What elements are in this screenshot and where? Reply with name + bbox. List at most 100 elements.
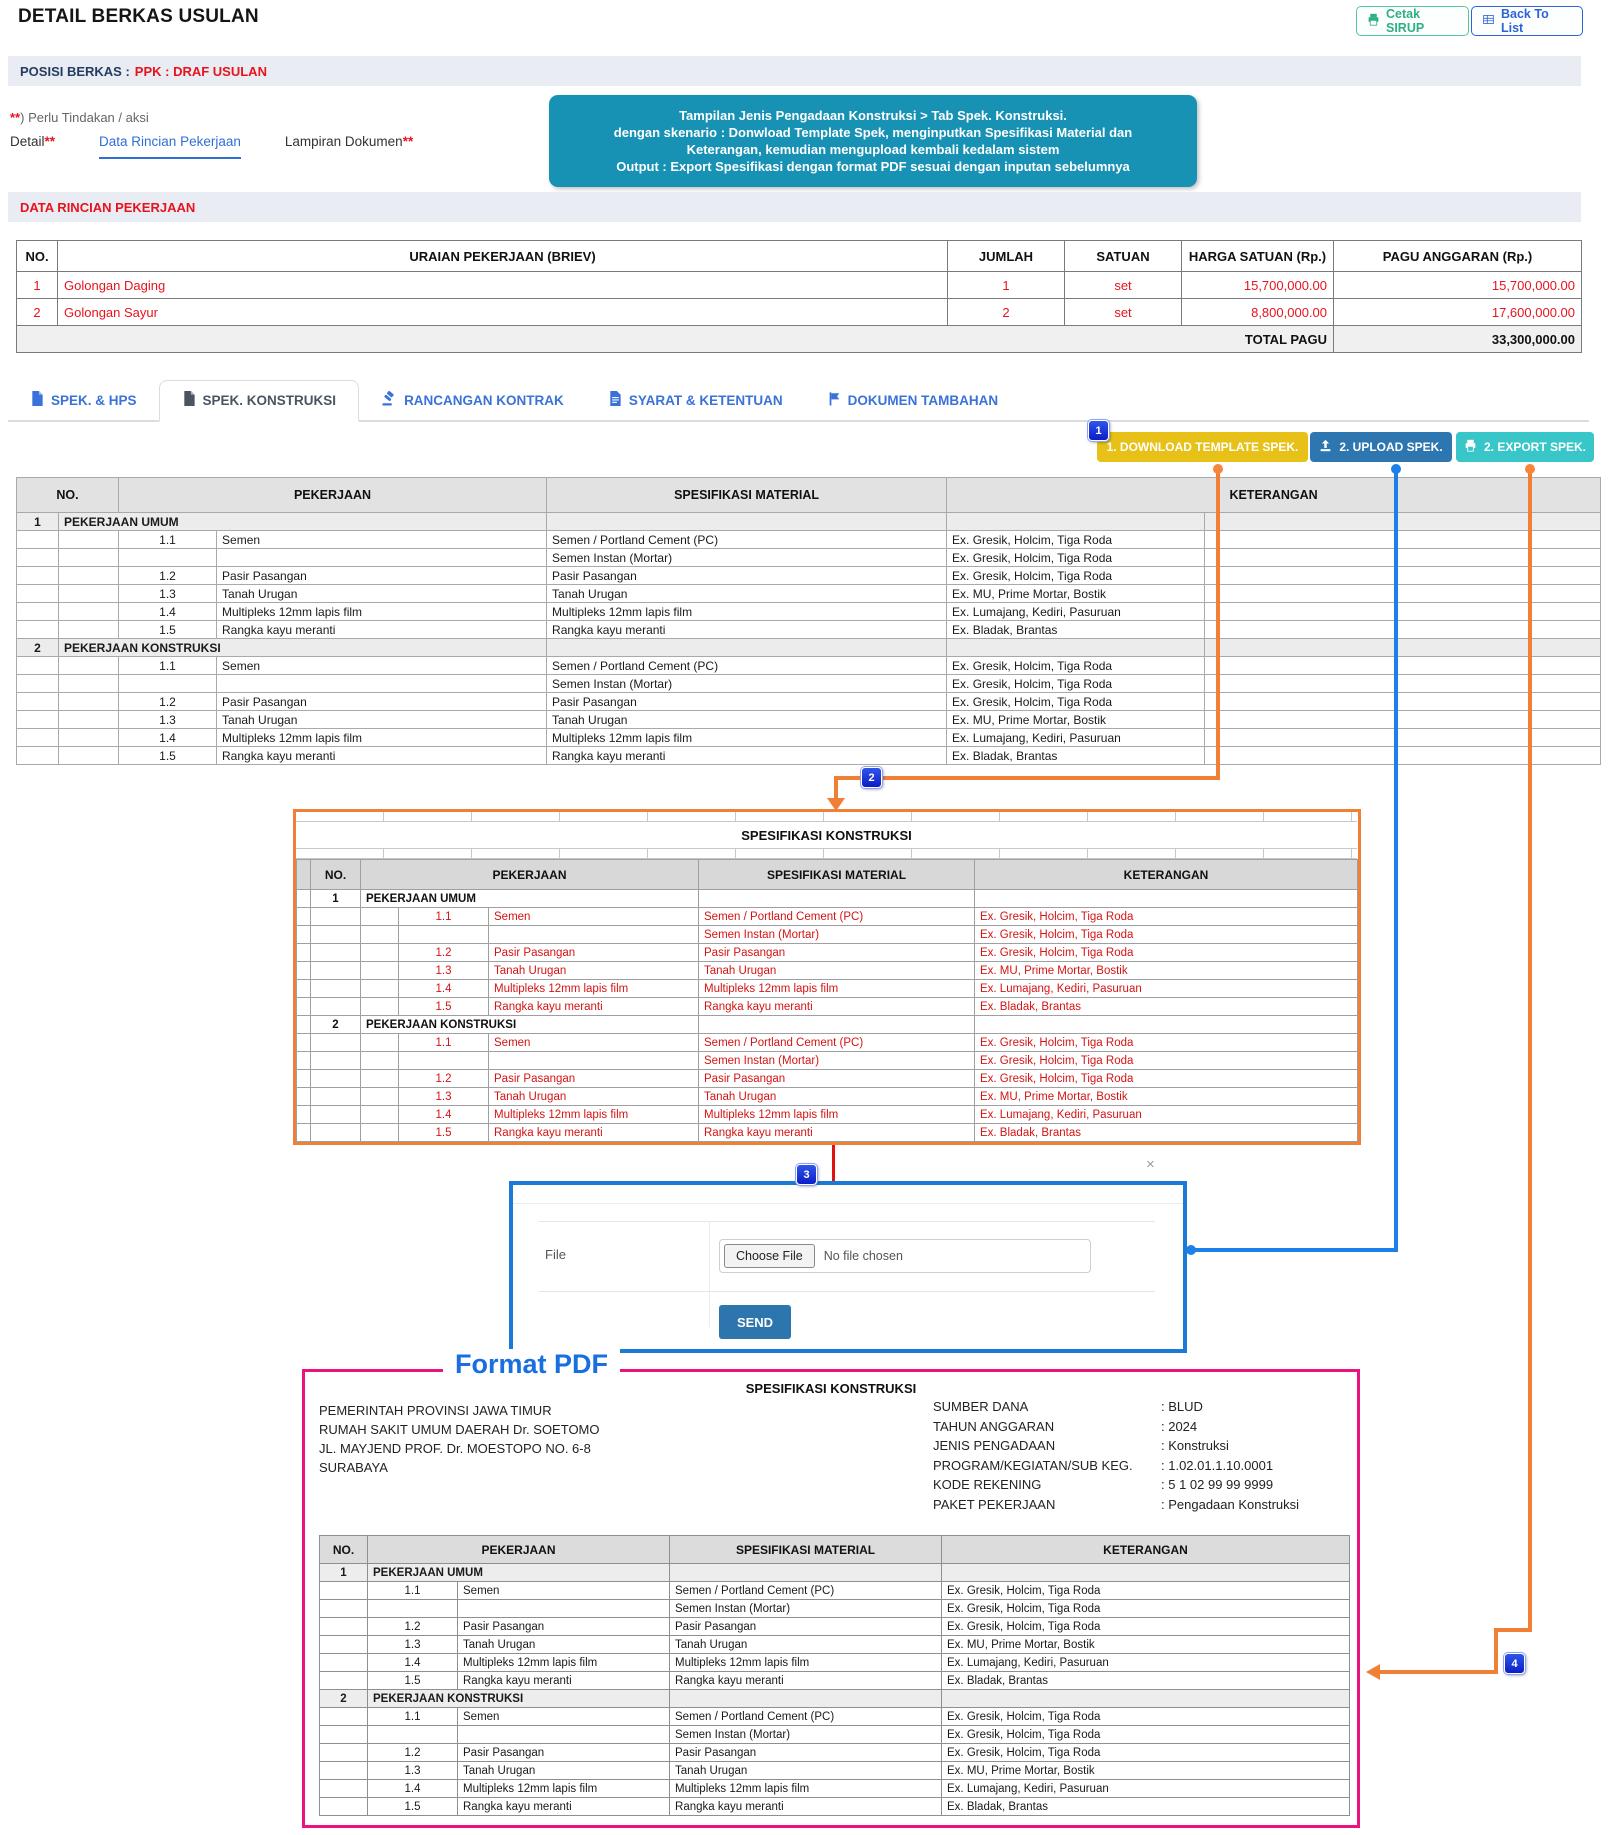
- spec-item-row: 1.5 Rangka kayu meranti Rangka kayu merant…: [16, 746, 1602, 765]
- data-rincian-pekerjaan-bar: DATA RINCIAN PEKERJAAN: [8, 192, 1581, 222]
- spec-tabbar: SPEK. & HPS SPEK. KONSTRUKSI RANCANGAN K…: [8, 380, 1589, 422]
- callout-line: Output : Export Spesifikasi dengan forma…: [616, 159, 1130, 174]
- pdf-header-row: NO. PEKERJAAN SPESIFIKASI MATERIAL KETER…: [319, 1535, 1351, 1564]
- total-pagu-label: TOTAL PAGU: [16, 325, 1334, 353]
- pdf-info-value: : 1.02.01.1.10.0001: [1161, 1457, 1274, 1473]
- tab-rancangan-kontrak[interactable]: RANCANGAN KONTRAK: [359, 381, 586, 420]
- total-pagu-value: 33,300,000.00: [1333, 325, 1582, 353]
- document-icon: [182, 391, 196, 409]
- spec-item-row: 1.2 Pasir Pasangan Pasir Pasangan Ex. Gresi…: [16, 566, 1602, 585]
- connector-dot-modal: [1186, 1245, 1196, 1255]
- choose-file-button[interactable]: Choose File: [724, 1244, 815, 1268]
- flag-icon: [827, 391, 841, 409]
- callout-line: Keterangan, kemudian mengupload kembali …: [686, 142, 1060, 157]
- tab-detail[interactable]: Detail**: [10, 134, 56, 149]
- spec-item-row: Semen Instan (Mortar) Ex. Gresik, Holcim,…: [16, 674, 1602, 693]
- spec-item-row: 1.5 Rangka kayu meranti Rangka kayu merant…: [296, 1123, 1358, 1142]
- tab-dokumen-tambahan[interactable]: DOKUMEN TAMBAHAN: [805, 381, 1020, 420]
- modal-divider: [513, 1203, 1183, 1204]
- pdf-info-row: PAKET PEKERJAAN: Pengadaan Konstruksi: [933, 1495, 1299, 1515]
- pdf-title: SPESIFIKASI KONSTRUKSI: [745, 1381, 917, 1396]
- export-spek-button[interactable]: 2. EXPORT SPEK.: [1456, 432, 1594, 462]
- pdf-address-block: PEMERINTAH PROVINSI JAWA TIMUR RUMAH SAKI…: [319, 1401, 600, 1477]
- connector-dot-download: [1213, 464, 1223, 474]
- download-template-spek-button[interactable]: 1. DOWNLOAD TEMPLATE SPEK.: [1097, 432, 1308, 462]
- excel-spec-table: NO. PEKERJAAN SPESIFIKASI MATERIAL KETER…: [296, 859, 1358, 1142]
- spec-section-row: 1 PEKERJAAN UMUM: [296, 889, 1358, 908]
- tab-spek-hps[interactable]: SPEK. & HPS: [8, 381, 159, 420]
- spec-item-row: 1.1 Semen Semen / Portland Cement (PC) Ex. …: [296, 907, 1358, 926]
- connector-line: [832, 1142, 835, 1194]
- spec-item-row: 1.1 Semen Semen / Portland Cement (PC) Ex. …: [319, 1581, 1351, 1600]
- pdf-address-line: PEMERINTAH PROVINSI JAWA TIMUR: [319, 1403, 552, 1418]
- spec-header-row: NO. PEKERJAAN SPESIFIKASI MATERIAL KETER…: [15, 477, 1602, 513]
- tab-spek-konstruksi[interactable]: SPEK. KONSTRUKSI: [158, 380, 360, 422]
- modal-row-border: [539, 1291, 1155, 1292]
- file-input[interactable]: Choose File No file chosen: [719, 1239, 1091, 1273]
- pdf-info-value: : Pengadaan Konstruksi: [1161, 1496, 1300, 1512]
- pdf-info-value: : 2024: [1161, 1418, 1198, 1434]
- spec-item-row: Semen Instan (Mortar) Ex. Gresik, Holcim,…: [319, 1599, 1351, 1618]
- callout-line: Tampilan Jenis Pengadaan Konstruksi > Ta…: [679, 108, 1067, 123]
- pdf-preview: SPESIFIKASI KONSTRUKSI PEMERINTAH PROVIN…: [302, 1369, 1360, 1828]
- connector-line: [1380, 1670, 1498, 1674]
- file-field-label: File: [545, 1247, 566, 1262]
- document-icon: [30, 391, 44, 409]
- pdf-info-row: JENIS PENGADAAN: Konstruksi: [933, 1436, 1299, 1456]
- spec-item-row: 1.1 Semen Semen / Portland Cement (PC) Ex. …: [16, 530, 1602, 549]
- pdf-info-row: KODE REKENING: 5 1 02 99 99 9999: [933, 1475, 1299, 1495]
- spec-item-row: 1.4 Multipleks 12mm lapis film Multipleks …: [319, 1779, 1351, 1798]
- pdf-spec-table: NO. PEKERJAAN SPESIFIKASI MATERIAL KETER…: [319, 1535, 1351, 1816]
- excel-header-row: NO. PEKERJAAN SPESIFIKASI MATERIAL KETER…: [296, 859, 1358, 890]
- connector-line: [834, 776, 838, 800]
- modal-row-border: [539, 1221, 1155, 1222]
- rincian-table: NO. URAIAN PEKERJAAN (BRIEV) JUMLAH SATU…: [16, 240, 1582, 353]
- spec-item-row: Semen Instan (Mortar) Ex. Gresik, Holcim,…: [296, 1051, 1358, 1070]
- pdf-info-label: SUMBER DANA: [933, 1399, 1029, 1414]
- format-pdf-label: Format PDF: [443, 1349, 621, 1380]
- cetak-sirup-button[interactable]: Cetak SIRUP: [1356, 6, 1469, 36]
- upload-spek-button[interactable]: 2. UPLOAD SPEK.: [1310, 432, 1452, 462]
- send-button[interactable]: SEND: [719, 1305, 791, 1339]
- connector-line: [834, 776, 1220, 780]
- pdf-info-row: TAHUN ANGGARAN : 2024: [933, 1417, 1299, 1437]
- pdf-info-label: KODE REKENING: [933, 1477, 1042, 1492]
- excel-title: SPESIFIKASI KONSTRUKSI: [741, 827, 912, 843]
- rincian-row: 2 Golongan Sayur 2 set 8,800,000.00 17,600,00…: [16, 298, 1582, 326]
- spec-item-row: 1.3 Tanah Urugan Tanah Urugan Ex. MU, Prime…: [16, 584, 1602, 603]
- modal-column-separator: [709, 1221, 710, 1327]
- tab-lampiran-dokumen[interactable]: Lampiran Dokumen**: [284, 134, 414, 149]
- page-title: DETAIL BERKAS USULAN: [18, 6, 259, 27]
- detail-tabs: Detail** Data Rincian Pekerjaan Lampiran…: [10, 134, 413, 159]
- close-icon[interactable]: ×: [1146, 1156, 1155, 1173]
- tab-syarat-ketentuan[interactable]: SYARAT & KETENTUAN: [586, 381, 805, 420]
- connector-dot-export: [1525, 464, 1535, 474]
- spec-item-row: 1.5 Rangka kayu meranti Rangka kayu merant…: [16, 620, 1602, 639]
- spec-section-row: 2 PEKERJAAN KONSTRUKSI: [16, 638, 1602, 657]
- spec-section-row: 2 PEKERJAAN KONSTRUKSI: [296, 1015, 1358, 1034]
- spec-section-row: 1 PEKERJAAN UMUM: [319, 1563, 1351, 1582]
- spec-section-row: 1 PEKERJAAN UMUM: [16, 512, 1602, 531]
- rincian-header-row: NO. URAIAN PEKERJAAN (BRIEV) JUMLAH SATU…: [16, 240, 1582, 272]
- file-status-text: No file chosen: [823, 1249, 903, 1263]
- spec-item-row: 1.3 Tanah Urugan Tanah Urugan Ex. MU, Prime…: [319, 1635, 1351, 1654]
- spec-item-row: 1.2 Pasir Pasangan Pasir Pasangan Ex. Gresi…: [296, 943, 1358, 962]
- connector-arrow-down: [827, 798, 845, 811]
- step-1-badge: 1: [1088, 420, 1109, 441]
- print-icon: [1464, 439, 1477, 455]
- back-to-list-button[interactable]: Back To List: [1471, 6, 1583, 36]
- spec-item-row: 1.5 Rangka kayu meranti Rangka kayu merant…: [296, 997, 1358, 1016]
- connector-dot-upload: [1391, 464, 1401, 474]
- spec-item-row: 1.3 Tanah Urugan Tanah Urugan Ex. MU, Prime…: [319, 1761, 1351, 1780]
- pdf-address-line: RUMAH SAKIT UMUM DAERAH Dr. SOETOMO: [319, 1422, 600, 1437]
- spec-item-row: 1.1 Semen Semen / Portland Cement (PC) Ex. …: [296, 1033, 1358, 1052]
- spec-item-row: 1.3 Tanah Urugan Tanah Urugan Ex. MU, Prime…: [296, 1087, 1358, 1106]
- spec-item-row: 1.2 Pasir Pasangan Pasir Pasangan Ex. Gresi…: [296, 1069, 1358, 1088]
- pdf-address-line: JL. MAYJEND PROF. Dr. MOESTOPO NO. 6-8: [319, 1441, 591, 1456]
- pdf-info-label: JENIS PENGADAAN: [933, 1438, 1056, 1453]
- pdf-info-label: TAHUN ANGGARAN: [933, 1418, 1055, 1434]
- spec-konstruksi-table: NO. PEKERJAAN SPESIFIKASI MATERIAL KETER…: [15, 477, 1602, 765]
- print-icon: [1367, 13, 1380, 29]
- gavel-icon: [381, 390, 397, 409]
- tab-data-rincian-pekerjaan[interactable]: Data Rincian Pekerjaan: [99, 134, 241, 159]
